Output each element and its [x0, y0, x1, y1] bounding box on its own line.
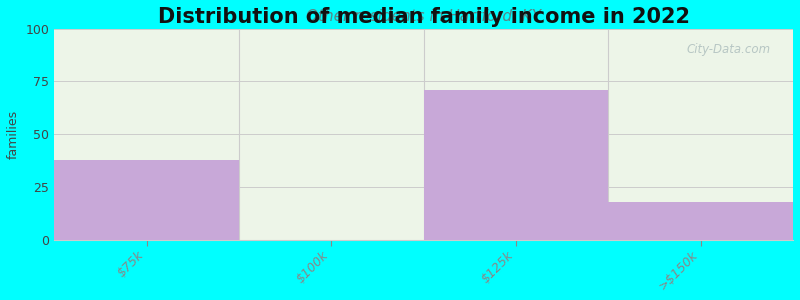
Text: City-Data.com: City-Data.com — [686, 43, 771, 56]
Y-axis label: families: families — [7, 110, 20, 159]
Bar — [608, 202, 793, 240]
Text: Other residents in Hartford, KY: Other residents in Hartford, KY — [306, 9, 542, 24]
Bar — [424, 90, 608, 240]
Bar — [54, 160, 239, 240]
Title: Distribution of median family income in 2022: Distribution of median family income in … — [158, 7, 690, 27]
